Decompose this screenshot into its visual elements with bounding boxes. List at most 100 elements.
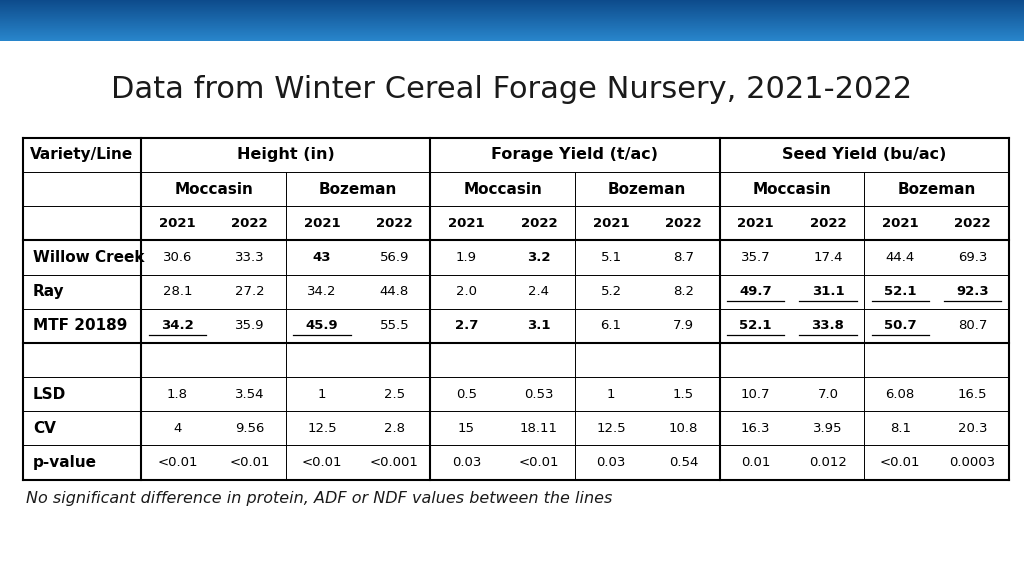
Text: 20.3: 20.3 — [957, 422, 987, 435]
Text: 12.5: 12.5 — [307, 422, 337, 435]
Text: 44.8: 44.8 — [380, 285, 409, 298]
Text: 2021: 2021 — [737, 217, 774, 230]
Text: 34.2: 34.2 — [307, 285, 337, 298]
Text: 0.54: 0.54 — [669, 456, 698, 469]
Text: 1.8: 1.8 — [167, 388, 188, 401]
Text: CV: CV — [33, 421, 55, 436]
Text: 16.3: 16.3 — [741, 422, 770, 435]
Text: 69.3: 69.3 — [957, 251, 987, 264]
Text: 92.3: 92.3 — [956, 285, 989, 298]
Text: 0.03: 0.03 — [596, 456, 626, 469]
Text: 2022: 2022 — [810, 217, 846, 230]
Text: 50.7: 50.7 — [884, 319, 916, 332]
Text: 5.2: 5.2 — [600, 285, 622, 298]
Text: 45.9: 45.9 — [306, 319, 338, 332]
Text: 8.1: 8.1 — [890, 422, 910, 435]
Text: 31.1: 31.1 — [812, 285, 844, 298]
Text: 3.1: 3.1 — [527, 319, 551, 332]
Text: 2022: 2022 — [376, 217, 413, 230]
Text: 2021: 2021 — [449, 217, 485, 230]
Text: 1: 1 — [317, 388, 327, 401]
Text: 3.2: 3.2 — [527, 251, 551, 264]
Text: 2.7: 2.7 — [455, 319, 478, 332]
Text: 0.5: 0.5 — [456, 388, 477, 401]
Text: 17.4: 17.4 — [813, 251, 843, 264]
Text: 8.2: 8.2 — [673, 285, 694, 298]
Text: 43: 43 — [312, 251, 331, 264]
Text: 12.5: 12.5 — [596, 422, 626, 435]
Text: 1.9: 1.9 — [456, 251, 477, 264]
Text: Bozeman: Bozeman — [318, 181, 397, 196]
Text: 56.9: 56.9 — [380, 251, 409, 264]
Text: 16.5: 16.5 — [957, 388, 987, 401]
Text: Height (in): Height (in) — [237, 147, 335, 162]
Text: Willow Creek: Willow Creek — [33, 250, 144, 265]
Text: 2.4: 2.4 — [528, 285, 549, 298]
Text: 2022: 2022 — [520, 217, 557, 230]
Text: No significant difference in protein, ADF or NDF values between the lines: No significant difference in protein, AD… — [26, 491, 612, 506]
Text: 33.3: 33.3 — [234, 251, 264, 264]
Text: <0.001: <0.001 — [370, 456, 419, 469]
Text: 2.8: 2.8 — [384, 422, 404, 435]
Text: Moccasin: Moccasin — [753, 181, 831, 196]
Text: 35.7: 35.7 — [740, 251, 770, 264]
Text: Mountains & Minds: Mountains & Minds — [916, 542, 1024, 555]
Text: Moccasin: Moccasin — [463, 181, 542, 196]
Text: 2022: 2022 — [954, 217, 991, 230]
Text: 33.8: 33.8 — [811, 319, 845, 332]
Text: 52.1: 52.1 — [884, 285, 916, 298]
Text: Forage Yield (t/ac): Forage Yield (t/ac) — [492, 147, 658, 162]
Text: MONTANA
STATE UNIVERSITY: MONTANA STATE UNIVERSITY — [87, 537, 189, 559]
Text: 2022: 2022 — [231, 217, 268, 230]
Text: 10.8: 10.8 — [669, 422, 698, 435]
Text: 5.1: 5.1 — [600, 251, 622, 264]
Text: 0.03: 0.03 — [452, 456, 481, 469]
Text: 0.0003: 0.0003 — [949, 456, 995, 469]
Text: 9.56: 9.56 — [236, 422, 264, 435]
Text: 2022: 2022 — [665, 217, 701, 230]
Text: 7.9: 7.9 — [673, 319, 694, 332]
Text: MTF 20189: MTF 20189 — [33, 319, 127, 334]
Text: 55.5: 55.5 — [380, 319, 410, 332]
Text: 4: 4 — [173, 422, 181, 435]
Text: 8.7: 8.7 — [673, 251, 694, 264]
Text: Ray: Ray — [33, 284, 65, 299]
Text: Moccasin: Moccasin — [174, 181, 253, 196]
Text: 2021: 2021 — [159, 217, 196, 230]
Text: <0.01: <0.01 — [158, 456, 198, 469]
Text: 2021: 2021 — [304, 217, 340, 230]
Text: 44.4: 44.4 — [886, 251, 914, 264]
Text: 3.54: 3.54 — [234, 388, 264, 401]
Text: <0.01: <0.01 — [302, 456, 342, 469]
Text: Data from Winter Cereal Forage Nursery, 2021-2022: Data from Winter Cereal Forage Nursery, … — [112, 75, 912, 104]
Text: <0.01: <0.01 — [518, 456, 559, 469]
Text: 6.1: 6.1 — [601, 319, 622, 332]
Text: Bozeman: Bozeman — [608, 181, 686, 196]
Text: 34.2: 34.2 — [161, 319, 194, 332]
Text: 0.53: 0.53 — [524, 388, 554, 401]
Text: <0.01: <0.01 — [229, 456, 270, 469]
Text: 0.012: 0.012 — [809, 456, 847, 469]
Text: Variety/Line: Variety/Line — [31, 147, 133, 162]
Text: <0.01: <0.01 — [880, 456, 921, 469]
Text: 2021: 2021 — [593, 217, 630, 230]
Text: 2021: 2021 — [882, 217, 919, 230]
Text: 1: 1 — [607, 388, 615, 401]
Text: 2.0: 2.0 — [456, 285, 477, 298]
Text: 0.01: 0.01 — [741, 456, 770, 469]
Text: 30.6: 30.6 — [163, 251, 193, 264]
Text: 35.9: 35.9 — [234, 319, 264, 332]
Text: 10.7: 10.7 — [741, 388, 770, 401]
Text: Seed Yield (bu/ac): Seed Yield (bu/ac) — [782, 147, 946, 162]
Text: 3.95: 3.95 — [813, 422, 843, 435]
Text: 18.11: 18.11 — [520, 422, 558, 435]
Text: 27.2: 27.2 — [234, 285, 264, 298]
Text: p-value: p-value — [33, 455, 96, 470]
Text: 7.0: 7.0 — [817, 388, 839, 401]
Text: 2.5: 2.5 — [384, 388, 404, 401]
Text: Bozeman: Bozeman — [897, 181, 976, 196]
Text: LSD: LSD — [33, 386, 66, 401]
Text: 49.7: 49.7 — [739, 285, 772, 298]
Text: 52.1: 52.1 — [739, 319, 772, 332]
Text: 1.5: 1.5 — [673, 388, 694, 401]
